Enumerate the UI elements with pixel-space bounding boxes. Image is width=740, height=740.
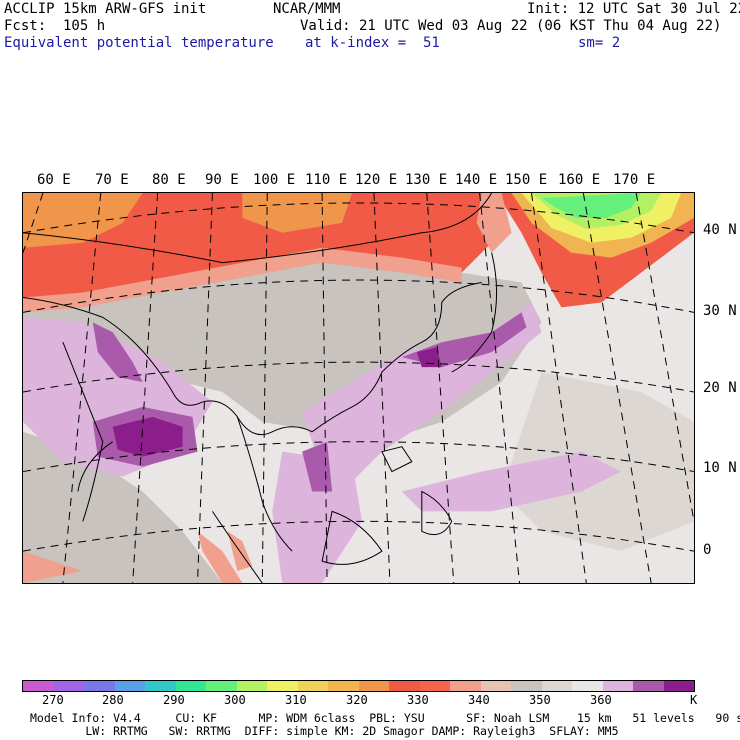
lat-label: 40 N: [703, 222, 737, 238]
colorbar-swatch: [236, 681, 267, 691]
colorbar-tick-label: 300: [224, 693, 246, 707]
colorbar-swatch: [419, 681, 450, 691]
colorbar-tick-label: 350: [529, 693, 551, 707]
colorbar-swatch: [267, 681, 298, 691]
purple-dark-1: [112, 416, 183, 457]
lon-label: 170 E: [613, 172, 656, 188]
colorbar-swatch: [328, 681, 359, 691]
colorbar-swatch: [84, 681, 115, 691]
colorbar-swatch: [541, 681, 572, 691]
valid-time: Valid: 21 UTC Wed 03 Aug 22 (06 KST Thu …: [300, 18, 722, 34]
colorbar-tick-label: 340: [468, 693, 490, 707]
forecast-hour: Fcst: 105 h: [4, 18, 106, 34]
purple-dark-2: [416, 347, 442, 368]
gray-region-2: [23, 431, 223, 583]
lon-label: 70 E: [95, 172, 129, 188]
colorbar-swatch: [53, 681, 84, 691]
orange-band: [23, 193, 143, 248]
model-title: ACCLIP 15km ARW-GFS init: [4, 1, 207, 17]
org-label: NCAR/MMM: [273, 1, 341, 17]
purple-mid-3: [302, 441, 333, 492]
colorbar-swatch: [511, 681, 542, 691]
purple-light-3: [272, 451, 362, 583]
model-info-line2: LW: RRTMG SW: RRTMG DIFF: simple KM: 2D …: [30, 724, 619, 738]
colorbar-swatch: [358, 681, 389, 691]
colorbar-swatch: [602, 681, 633, 691]
colorbar-tick-label: 320: [346, 693, 368, 707]
lon-label: 130 E: [405, 172, 448, 188]
colorbar-swatch: [114, 681, 145, 691]
graticule: [23, 193, 694, 583]
colorbar-swatch: [206, 681, 237, 691]
colorbar-swatch: [663, 681, 694, 691]
colorbar-labels: 270 280 290 300 310 320 330 340 350 360 …: [22, 693, 722, 707]
lon-label: 60 E: [37, 172, 71, 188]
lon-label: 110 E: [305, 172, 348, 188]
colorbar: [22, 680, 695, 692]
pacific-green: [541, 193, 642, 218]
sumatra-warm: [197, 531, 243, 583]
colorbar-swatch: [572, 681, 603, 691]
coastlines: [23, 193, 498, 583]
colorbar-swatch: [145, 681, 176, 691]
colorbar-swatch: [450, 681, 481, 691]
lon-label: 120 E: [355, 172, 398, 188]
lon-label: 150 E: [505, 172, 548, 188]
colorbar-unit: K: [690, 693, 698, 707]
colorbar-tick-label: 280: [102, 693, 124, 707]
purple-mid-4: [92, 322, 143, 383]
level-index: at k-index = 51: [305, 35, 440, 51]
lon-label: 90 E: [205, 172, 239, 188]
colorbar-tick-label: 290: [163, 693, 185, 707]
colorbar-swatch: [480, 681, 511, 691]
colorbar-tick-label: 310: [285, 693, 307, 707]
lat-label: 10 N: [703, 460, 737, 476]
init-time: Init: 12 UTC Sat 30 Jul 22: [527, 1, 740, 17]
lat-label: 0: [703, 542, 712, 558]
purple-light-4: [401, 451, 622, 512]
lat-label: 20 N: [703, 380, 737, 396]
model-info-line1: Model Info: V4.4 CU: KF MP: WDM 6class P…: [30, 711, 740, 725]
colorbar-swatch: [389, 681, 420, 691]
orange-band-2: [242, 193, 353, 233]
colorbar-tick-label: 360: [590, 693, 612, 707]
lat-label: 30 N: [703, 303, 737, 319]
smoothing: sm= 2: [578, 35, 621, 51]
south-warm: [23, 551, 83, 583]
colorbar-swatch: [23, 681, 54, 691]
colorbar-tick-label: 330: [407, 693, 429, 707]
field-name: Equivalent potential temperature: [4, 35, 274, 51]
map-panel: [22, 192, 695, 584]
salmon-edge: [23, 247, 462, 313]
lon-label: 100 E: [253, 172, 296, 188]
colorbar-swatch: [297, 681, 328, 691]
colorbar-tick-label: 270: [42, 693, 64, 707]
lon-label: 80 E: [152, 172, 186, 188]
colorbar-swatch: [633, 681, 664, 691]
lon-label: 140 E: [455, 172, 498, 188]
lon-label: 160 E: [558, 172, 601, 188]
red-band: [23, 193, 502, 305]
colorbar-swatch: [175, 681, 206, 691]
